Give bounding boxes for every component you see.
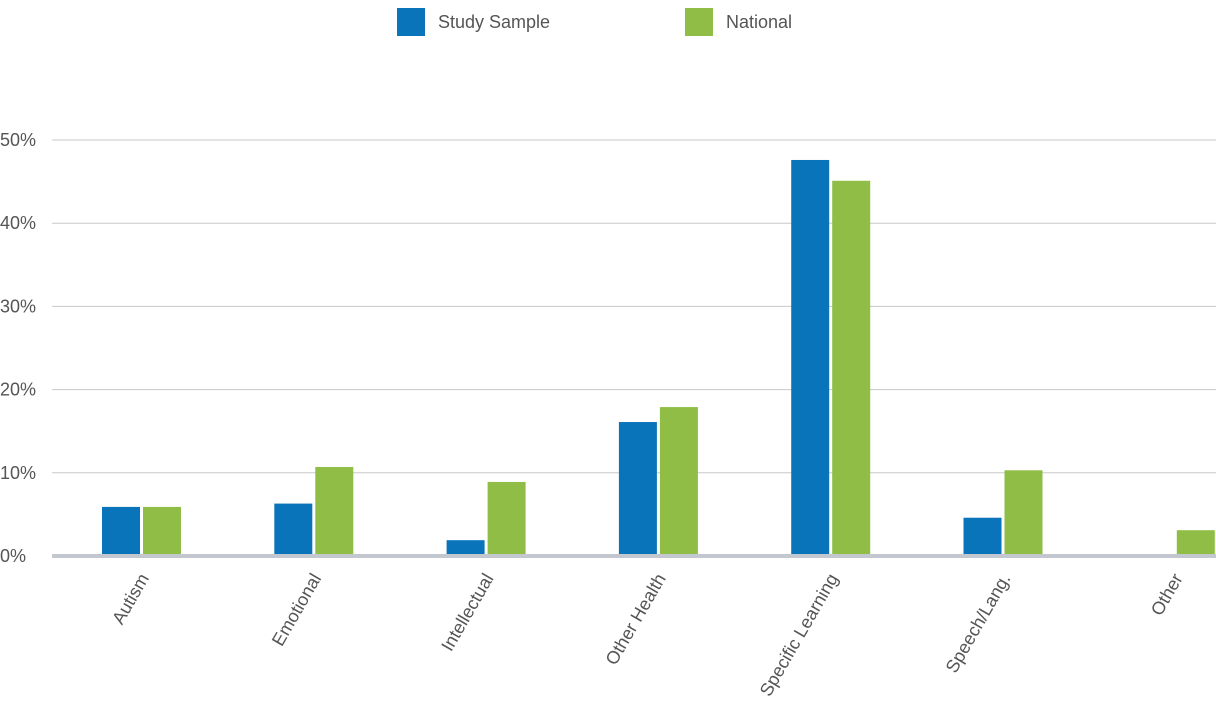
bar-study-sample-other-health xyxy=(618,422,657,556)
y-tick-label: 10% xyxy=(0,463,36,483)
legend-item-national: National xyxy=(685,8,792,36)
x-tick-label: Specific Learning xyxy=(756,570,842,700)
x-tick-label: Emotional xyxy=(268,570,325,649)
legend-swatch-study-sample xyxy=(397,8,425,36)
bar-national-autism xyxy=(143,506,181,556)
bar-study-sample-emotional xyxy=(274,503,313,556)
bars xyxy=(102,159,1215,556)
x-tick-label: Autism xyxy=(108,570,153,628)
bar-national-other-health xyxy=(659,407,698,556)
legend-label-national: National xyxy=(726,11,793,32)
bar-study-sample-intellectual xyxy=(446,540,485,556)
bar-national-other xyxy=(1176,530,1215,556)
bar-study-sample-autism xyxy=(102,506,140,556)
y-tick-label: 40% xyxy=(0,213,36,233)
y-tick-label: 0% xyxy=(0,546,26,566)
bar-study-sample-speech-lang xyxy=(963,517,1002,556)
legend-label-study-sample: Study Sample xyxy=(438,11,551,32)
x-tick-label: Speech/Lang. xyxy=(942,570,1015,676)
bar-national-specific-learning xyxy=(832,180,871,556)
x-tick-label: Other Health xyxy=(602,570,670,668)
bar-study-sample-specific-learning xyxy=(791,159,830,556)
bar-national-emotional xyxy=(315,466,354,556)
y-tick-label: 30% xyxy=(0,296,36,316)
legend: Study Sample National xyxy=(0,8,1216,38)
y-tick-label: 50% xyxy=(0,130,36,150)
x-tick-label: Other xyxy=(1147,570,1187,619)
legend-swatch-national xyxy=(685,8,713,36)
legend-item-study-sample: Study Sample xyxy=(397,8,550,36)
y-tick-label: 20% xyxy=(0,380,36,400)
bar-national-speech-lang xyxy=(1004,470,1043,556)
bar-national-intellectual xyxy=(487,481,526,556)
x-tick-label: Intellectual xyxy=(437,570,497,655)
